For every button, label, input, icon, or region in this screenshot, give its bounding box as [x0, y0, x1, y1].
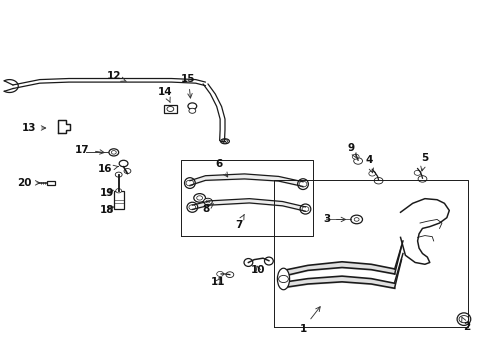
Text: 17: 17 — [75, 144, 104, 154]
Circle shape — [109, 149, 119, 156]
Circle shape — [413, 170, 420, 175]
Circle shape — [278, 275, 288, 283]
Circle shape — [225, 272, 233, 278]
Ellipse shape — [300, 204, 310, 214]
Circle shape — [353, 158, 362, 164]
Circle shape — [222, 139, 227, 143]
Circle shape — [353, 218, 358, 221]
Text: 15: 15 — [181, 74, 195, 98]
Circle shape — [299, 181, 306, 187]
Circle shape — [119, 160, 128, 167]
Ellipse shape — [297, 179, 308, 189]
Circle shape — [417, 176, 426, 182]
Circle shape — [373, 177, 382, 184]
Text: 19: 19 — [100, 188, 114, 198]
Text: 8: 8 — [203, 204, 213, 214]
Text: 2: 2 — [461, 317, 469, 332]
Circle shape — [216, 271, 223, 276]
Circle shape — [205, 200, 209, 203]
Circle shape — [188, 108, 195, 113]
Text: 16: 16 — [98, 164, 118, 174]
Bar — [46, 181, 55, 185]
Circle shape — [185, 180, 193, 186]
Text: 14: 14 — [158, 87, 172, 103]
Ellipse shape — [456, 313, 470, 325]
Ellipse shape — [220, 139, 229, 144]
Circle shape — [116, 189, 122, 193]
Ellipse shape — [184, 178, 195, 188]
Text: 5: 5 — [420, 153, 427, 171]
Text: 20: 20 — [17, 178, 40, 188]
Circle shape — [124, 168, 131, 174]
Circle shape — [203, 198, 212, 205]
Text: 18: 18 — [100, 206, 114, 216]
Text: 13: 13 — [21, 123, 45, 133]
Ellipse shape — [277, 268, 289, 290]
Text: 3: 3 — [323, 215, 345, 224]
Circle shape — [187, 103, 196, 109]
Circle shape — [115, 172, 122, 177]
Polygon shape — [58, 121, 70, 134]
Circle shape — [193, 194, 205, 202]
Circle shape — [166, 107, 173, 112]
Text: 12: 12 — [106, 71, 126, 81]
Ellipse shape — [244, 258, 252, 266]
Circle shape — [368, 171, 375, 176]
Circle shape — [458, 316, 468, 323]
Text: 9: 9 — [346, 143, 356, 158]
Circle shape — [188, 205, 195, 210]
Ellipse shape — [186, 202, 197, 212]
Circle shape — [350, 215, 362, 224]
Text: 10: 10 — [250, 265, 265, 275]
Text: 11: 11 — [210, 277, 224, 287]
Circle shape — [351, 154, 358, 159]
Text: 7: 7 — [234, 215, 244, 230]
Bar — [114, 191, 123, 209]
Text: 4: 4 — [365, 155, 373, 173]
Text: 1: 1 — [299, 307, 320, 334]
Circle shape — [111, 150, 116, 154]
Bar — [163, 105, 176, 113]
Polygon shape — [400, 199, 448, 264]
Ellipse shape — [264, 257, 273, 265]
Circle shape — [302, 207, 308, 212]
Circle shape — [196, 196, 202, 200]
Text: 6: 6 — [215, 159, 227, 177]
